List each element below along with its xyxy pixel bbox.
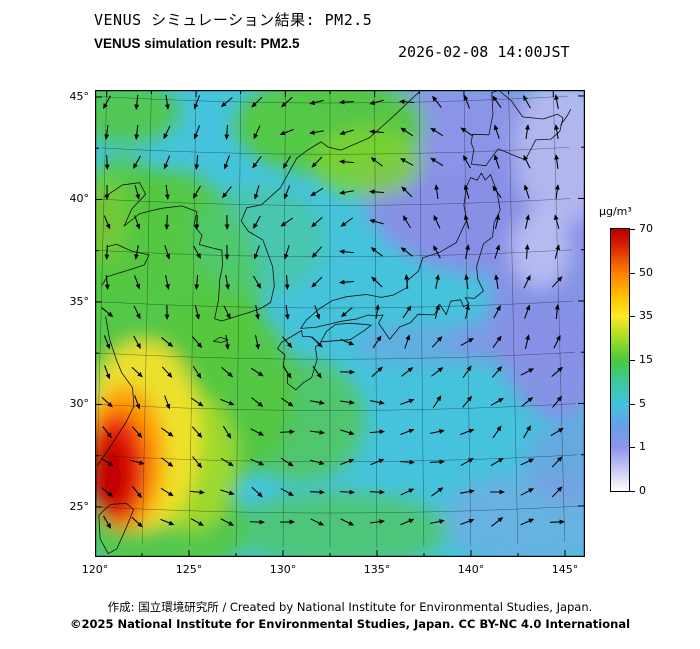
map-frame xyxy=(95,90,585,557)
colorbar-tick-label: 0 xyxy=(639,483,646,497)
lon-tick-label: 140° xyxy=(457,563,485,576)
colorbar-tick-mark xyxy=(630,316,635,318)
colorbar-unit-label: µg/m³ xyxy=(599,205,632,218)
colorbar-tick-label: 1 xyxy=(639,440,646,454)
colorbar-tick-label: 5 xyxy=(639,396,646,410)
colorbar-tick-mark xyxy=(630,272,635,274)
wind-arrows xyxy=(100,94,565,529)
colorbar-tick-label: 15 xyxy=(639,352,653,366)
colorbar-tick-mark xyxy=(630,403,635,405)
map-layers xyxy=(95,90,585,557)
lat-tick-label: 40° xyxy=(69,192,90,206)
lon-tick-label: 120° xyxy=(81,563,109,576)
colorbar: 70 50 35 15 5 1 0 xyxy=(610,222,670,497)
colorbar-tick-mark xyxy=(630,491,635,492)
copyright-line: ©2025 National Institute for Environment… xyxy=(69,617,631,631)
lat-tick-label: 25° xyxy=(69,499,90,513)
colorbar-gradient xyxy=(610,228,630,492)
colorbar-tick-label: 70 xyxy=(639,221,653,235)
lon-tick-label: 130° xyxy=(269,563,297,576)
colorbar-tick-mark xyxy=(630,447,635,449)
colorbar-tick-mark xyxy=(630,360,635,361)
colorbar-tick-label: 50 xyxy=(639,265,653,279)
timestamp: 2026-02-08 14:00JST xyxy=(398,43,570,61)
lat-tick-label: 45° xyxy=(69,89,90,103)
title-english: VENUS simulation result: PM2.5 xyxy=(94,36,300,51)
lon-tick-label: 135° xyxy=(363,563,391,576)
lat-tick-label: 30° xyxy=(69,397,90,411)
pm25-field xyxy=(95,90,585,557)
map-plot: 45° 40° 35° 30° 25° 120° 125° 130° 135° 140° 145° xyxy=(70,90,585,576)
title-japanese: VENUS シミュレーション結果: PM2.5 xyxy=(94,11,373,29)
colorbar-tick-mark xyxy=(630,229,635,230)
credit-line: 作成: 国立環境研究所 / Created by National Instit… xyxy=(107,600,593,614)
lat-tick-label: 35° xyxy=(69,294,90,308)
colorbar-tick-label: 35 xyxy=(639,309,653,323)
lon-tick-label: 145° xyxy=(551,563,579,576)
map-canvas xyxy=(95,90,585,557)
lon-tick-label: 125° xyxy=(175,563,203,576)
